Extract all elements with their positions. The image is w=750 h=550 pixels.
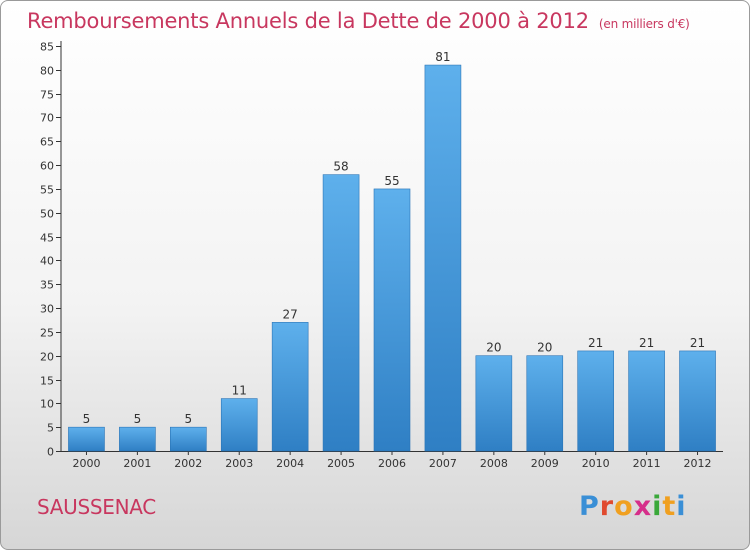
x-tick-label-2010: 2010 [582,457,610,470]
bar-2006 [373,188,411,452]
x-tick-label-2008: 2008 [480,457,508,470]
logo-letter: i [676,491,687,522]
y-tick-label: 35 [40,279,54,292]
bar-2003 [220,398,258,452]
bar-2011 [628,350,665,452]
x-axis: 2000 2001 2002 2003 2004 2005 2006 2007 2008 2009… [61,451,723,470]
y-tick-label: 85 [40,41,54,54]
y-tick-label: 25 [40,327,54,340]
y-tick-label: 0 [47,446,54,459]
y-tick-label: 70 [40,112,54,125]
bar-2007 [424,64,462,452]
x-tick-label-2002: 2002 [174,457,202,470]
commune-name: SAUSSENAC [37,495,156,519]
chart-title: Remboursements Annuels de la Dette de 20… [27,9,690,33]
data-label-2001: 5 [134,412,142,426]
y-tick-label: 55 [40,184,54,197]
proxiti-logo: Proxiti [579,491,687,522]
x-tick-label-2003: 2003 [225,457,253,470]
data-label-2005: 58 [333,160,348,174]
y-tick-label: 5 [47,422,54,435]
y-tick-label: 40 [40,255,54,268]
y-tick-label: 30 [40,303,54,316]
data-label-2010: 21 [588,336,603,350]
y-tick-label: 20 [40,351,54,364]
logo-letter: o [614,491,634,522]
chart-title-text: Remboursements Annuels de la Dette de 20… [27,9,589,33]
data-label-2008: 20 [486,341,501,355]
x-tick-label-2007: 2007 [429,457,457,470]
logo-letter: i [652,491,663,522]
y-tick-label: 65 [40,136,54,149]
data-label-2007: 81 [435,50,450,64]
y-tick-label: 60 [40,160,54,173]
y-tick-label: 50 [40,208,54,221]
data-label-2006: 55 [384,174,399,188]
chart-unit-note: (en milliers d'€) [598,17,690,31]
data-label-2004: 27 [283,307,298,321]
data-label-2009: 20 [537,341,552,355]
logo-letter: t [662,491,677,522]
x-tick-label-2005: 2005 [327,457,355,470]
logo-letter: x [633,491,653,522]
y-tick-label: 15 [40,375,54,388]
x-tick-label-2009: 2009 [531,457,559,470]
bar-2004 [271,322,309,452]
y-axis: 0 5 10 15 20 25 30 35 40 45 50 55 60 65 70 75 80 85 [40,41,62,459]
x-tick-label-2000: 2000 [72,457,100,470]
bar-2009 [526,355,564,452]
logo-letter: r [599,491,615,522]
bar-2000 [68,426,105,452]
bar-2008 [475,355,513,452]
bar-2012 [679,350,716,452]
data-label-2011: 21 [639,336,654,350]
x-tick-label-2004: 2004 [276,457,304,470]
x-tick-label-2012: 2012 [684,457,712,470]
data-label-2012: 21 [690,336,705,350]
y-tick-label: 45 [40,232,54,245]
x-tick-label-2001: 2001 [123,457,151,470]
y-tick-label: 10 [40,398,54,411]
x-tick-label-2011: 2011 [633,457,661,470]
bar-2001 [119,426,156,452]
bar-2005 [322,174,360,452]
data-label-2003: 11 [232,384,247,398]
y-tick-label: 80 [40,65,54,78]
data-label-2002: 5 [184,412,192,426]
data-label-2000: 5 [83,412,91,426]
bar-2010 [577,350,614,452]
x-tick-label-2006: 2006 [378,457,406,470]
logo-letter: P [579,491,600,522]
bar-2002 [170,426,207,452]
y-tick-label: 75 [40,89,54,102]
